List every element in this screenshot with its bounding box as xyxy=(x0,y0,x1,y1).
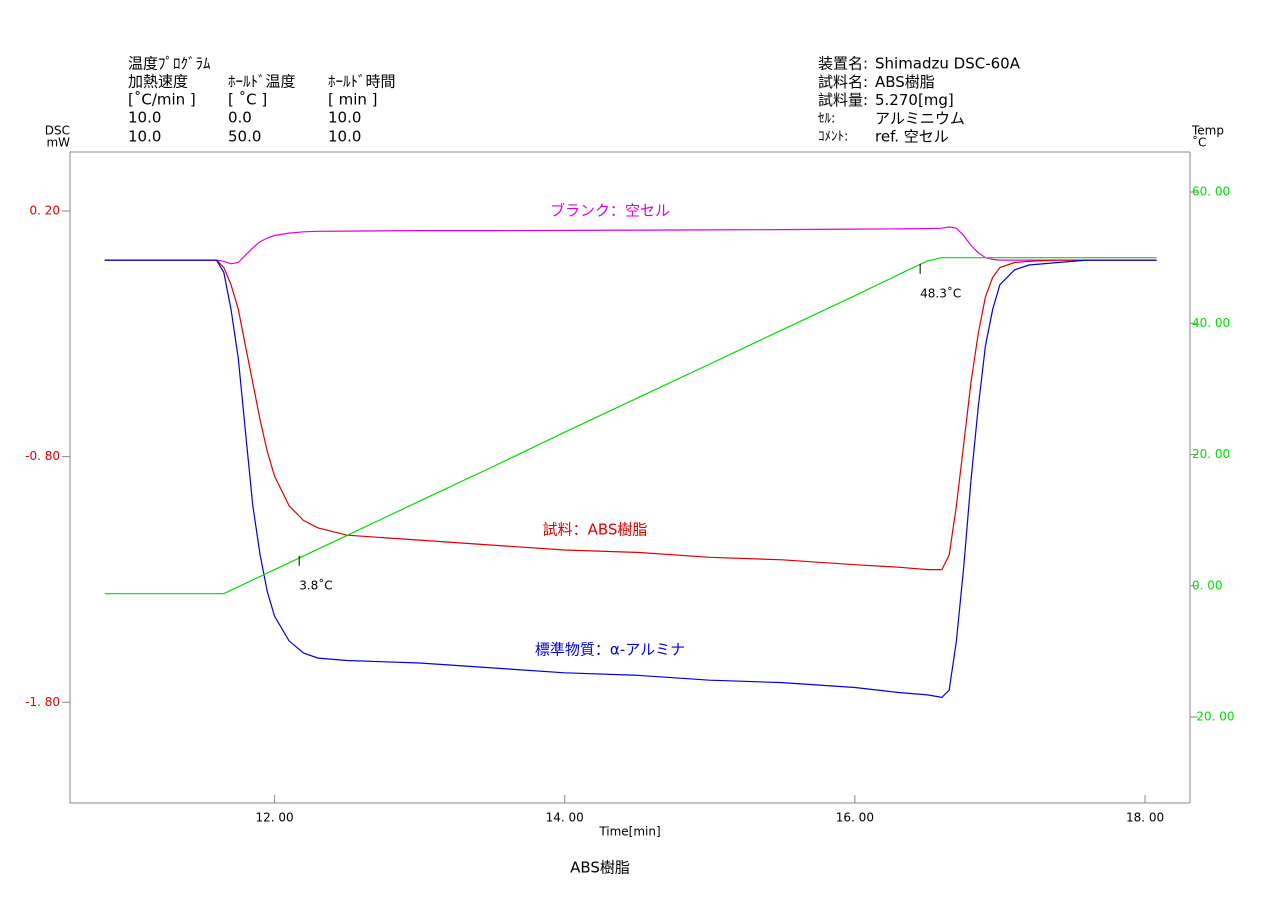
series-line xyxy=(104,257,1157,595)
series-line xyxy=(104,259,1157,699)
y2-tick-label: 40. 00 xyxy=(1192,316,1230,330)
annotation: 3.8˚C xyxy=(299,577,332,592)
y-tick-label: -0. 80 xyxy=(25,449,60,463)
series-line xyxy=(104,259,1157,571)
info-key: ｾﾙ: xyxy=(818,111,835,126)
info-value: 5.270[mg] xyxy=(875,91,954,109)
chart-title: ABS樹脂 xyxy=(570,859,630,877)
program-unit: [ ˚C ] xyxy=(228,91,267,109)
y2-tick-label: 20. 00 xyxy=(1192,447,1230,461)
program-cell: 10.0 xyxy=(128,128,161,146)
program-unit: [˚C/min ] xyxy=(128,91,196,109)
program-title: 温度ﾌﾟﾛｸﾞﾗﾑ xyxy=(128,55,211,73)
info-value: Shimadzu DSC-60A xyxy=(875,55,1021,73)
y2-tick-label: 60. 00 xyxy=(1192,185,1230,199)
y-axis-unit: mW xyxy=(46,136,70,150)
annotation: 48.3˚C xyxy=(920,285,961,300)
series-label: ブランク：空セル xyxy=(550,202,670,220)
info-value: アルミニウム xyxy=(875,109,965,127)
program-header: ﾎｰﾙﾄﾞ温度 xyxy=(228,73,296,91)
program-cell: 10.0 xyxy=(328,109,361,127)
program-header: 加熱速度 xyxy=(128,73,188,91)
y2-tick-label: -20. 00 xyxy=(1192,710,1235,724)
y-tick-label: -1. 80 xyxy=(25,695,60,709)
y-axis-label: DSC xyxy=(45,124,70,138)
x-tick-label: 16. 00 xyxy=(836,811,874,825)
program-unit: [ min ] xyxy=(328,91,378,109)
program-cell: 10.0 xyxy=(328,128,361,146)
x-tick-label: 12. 00 xyxy=(255,811,293,825)
program-header: ﾎｰﾙﾄﾞ時間 xyxy=(328,73,396,91)
info-key: ｺﾒﾝﾄ: xyxy=(818,130,848,145)
program-cell: 0.0 xyxy=(228,109,252,127)
y2-axis-unit: ˚C xyxy=(1192,135,1206,150)
info-key: 装置名: xyxy=(818,55,868,73)
y2-tick-label: 0. 00 xyxy=(1192,578,1223,592)
series-label: 試料：ABS樹脂 xyxy=(543,521,648,539)
program-cell: 50.0 xyxy=(228,128,261,146)
info-key: 試料量: xyxy=(818,91,868,109)
x-tick-label: 14. 00 xyxy=(546,811,584,825)
info-value: ref. 空セル xyxy=(875,128,949,146)
x-axis-label: Time[min] xyxy=(598,825,660,839)
x-tick-label: 18. 00 xyxy=(1126,811,1164,825)
y-tick-label: 0. 20 xyxy=(29,203,60,217)
info-value: ABS樹脂 xyxy=(875,73,935,91)
y2-axis-label: Temp xyxy=(1191,124,1224,138)
program-cell: 10.0 xyxy=(128,109,161,127)
series-label: 標準物質：α-アルミナ xyxy=(535,641,685,659)
info-key: 試料名: xyxy=(818,73,868,91)
series-line xyxy=(104,226,1157,265)
